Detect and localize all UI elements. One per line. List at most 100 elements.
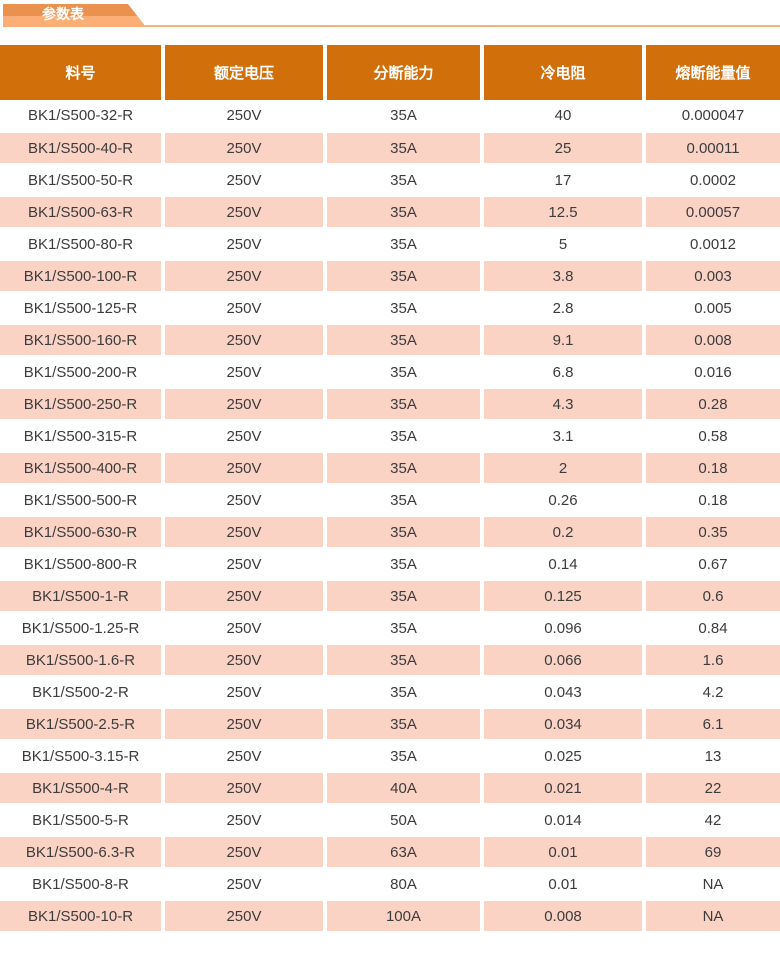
table-cell: 35A [325,228,484,261]
table-row: BK1/S500-6.3-R 250V 63A 0.01 69 [0,836,780,869]
table-cell: BK1/S500-200-R [0,356,165,389]
table-cell: 9.1 [482,324,646,357]
table-body: BK1/S500-32-R 250V 35A 40 0.000047 BK1/S500-4… [0,100,780,933]
table-cell: 6.1 [644,708,780,741]
table-cell: 35A [325,740,484,773]
table-cell: 6.8 [482,356,646,389]
table-cell: 250V [163,260,327,293]
table-cell: 35A [325,516,484,549]
table-cell: 0.125 [482,580,646,613]
table-cell: 250V [163,388,327,421]
table-cell: 35A [325,612,484,645]
table-cell: 250V [163,132,327,165]
table-cell: 100A [325,900,484,933]
table-cell: 250V [163,676,327,709]
table-cell: BK1/S500-1.25-R [0,612,165,645]
table-row: BK1/S500-2-R 250V 35A 0.043 4.2 [0,676,780,709]
table-cell: 35A [325,580,484,613]
table-row: BK1/S500-160-R 250V 35A 9.1 0.008 [0,324,780,357]
table-cell: BK1/S500-2-R [0,676,165,709]
table-cell: 0.6 [644,580,780,613]
table-cell: BK1/S500-125-R [0,292,165,325]
table-cell: 0.005 [644,292,780,325]
table-cell: 250V [163,580,327,613]
table-row: BK1/S500-63-R 250V 35A 12.5 0.00057 [0,196,780,229]
table-row: BK1/S500-125-R 250V 35A 2.8 0.005 [0,292,780,325]
table-cell: 0.021 [482,772,646,805]
table-cell: BK1/S500-400-R [0,452,165,485]
column-header-2: 分断能力 [325,45,484,100]
table-cell: 0.014 [482,804,646,837]
table-row: BK1/S500-200-R 250V 35A 6.8 0.016 [0,356,780,389]
table-cell: 0.0002 [644,164,780,197]
table-cell: BK1/S500-2.5-R [0,708,165,741]
table-cell: 250V [163,612,327,645]
table-cell: 0.18 [644,452,780,485]
table-cell: 250V [163,772,327,805]
table-row: BK1/S500-1-R 250V 35A 0.125 0.6 [0,580,780,613]
table-row: BK1/S500-32-R 250V 35A 40 0.000047 [0,100,780,133]
table-cell: 0.00057 [644,196,780,229]
table-cell: 69 [644,836,780,869]
table-cell: 0.58 [644,420,780,453]
table-cell: 0.008 [644,324,780,357]
table-cell: BK1/S500-800-R [0,548,165,581]
table-cell: 0.00011 [644,132,780,165]
table-cell: 250V [163,516,327,549]
table-cell: 42 [644,804,780,837]
table-cell: 63A [325,836,484,869]
table-cell: 4.2 [644,676,780,709]
parameter-table: 料号 额定电压 分断能力 冷电阻 熔断能量值 BK1/S500-32-R 250V 35A 4… [0,45,780,933]
table-cell: 0.008 [482,900,646,933]
table-cell: BK1/S500-32-R [0,100,165,133]
table-row: BK1/S500-40-R 250V 35A 25 0.00011 [0,132,780,165]
table-cell: 13 [644,740,780,773]
table-cell: 22 [644,772,780,805]
table-cell: BK1/S500-250-R [0,388,165,421]
table-cell: 250V [163,356,327,389]
table-cell: 250V [163,292,327,325]
table-cell: NA [644,900,780,933]
table-row: BK1/S500-500-R 250V 35A 0.26 0.18 [0,484,780,517]
table-cell: 35A [325,164,484,197]
table-cell: 1.6 [644,644,780,677]
table-cell: 35A [325,708,484,741]
table-row: BK1/S500-250-R 250V 35A 4.3 0.28 [0,388,780,421]
table-cell: 250V [163,484,327,517]
table-header-row: 料号 额定电压 分断能力 冷电阻 熔断能量值 [0,45,780,100]
table-cell: 0.066 [482,644,646,677]
table-cell: 0.003 [644,260,780,293]
table-cell: 3.8 [482,260,646,293]
table-cell: BK1/S500-8-R [0,868,165,901]
table-row: BK1/S500-2.5-R 250V 35A 0.034 6.1 [0,708,780,741]
table-row: BK1/S500-4-R 250V 40A 0.021 22 [0,772,780,805]
table-cell: 5 [482,228,646,261]
table-cell: 0.2 [482,516,646,549]
table-cell: BK1/S500-10-R [0,900,165,933]
table-cell: 250V [163,420,327,453]
table-cell: 80A [325,868,484,901]
column-header-1: 额定电压 [163,45,327,100]
table-cell: 35A [325,676,484,709]
table-cell: BK1/S500-6.3-R [0,836,165,869]
table-cell: 0.025 [482,740,646,773]
table-cell: 0.043 [482,676,646,709]
table-cell: BK1/S500-500-R [0,484,165,517]
table-cell: 250V [163,164,327,197]
table-cell: BK1/S500-50-R [0,164,165,197]
table-row: BK1/S500-1.6-R 250V 35A 0.066 1.6 [0,644,780,677]
table-cell: 17 [482,164,646,197]
table-cell: 250V [163,228,327,261]
table-cell: 35A [325,324,484,357]
section-header: 参数表 [0,4,780,27]
table-cell: 35A [325,132,484,165]
table-cell: 0.016 [644,356,780,389]
table-cell: 250V [163,868,327,901]
table-cell: 0.034 [482,708,646,741]
table-row: BK1/S500-5-R 250V 50A 0.014 42 [0,804,780,837]
table-row: BK1/S500-8-R 250V 80A 0.01 NA [0,868,780,901]
table-cell: 3.1 [482,420,646,453]
table-cell: 35A [325,356,484,389]
table-cell: BK1/S500-5-R [0,804,165,837]
table-cell: 0.26 [482,484,646,517]
